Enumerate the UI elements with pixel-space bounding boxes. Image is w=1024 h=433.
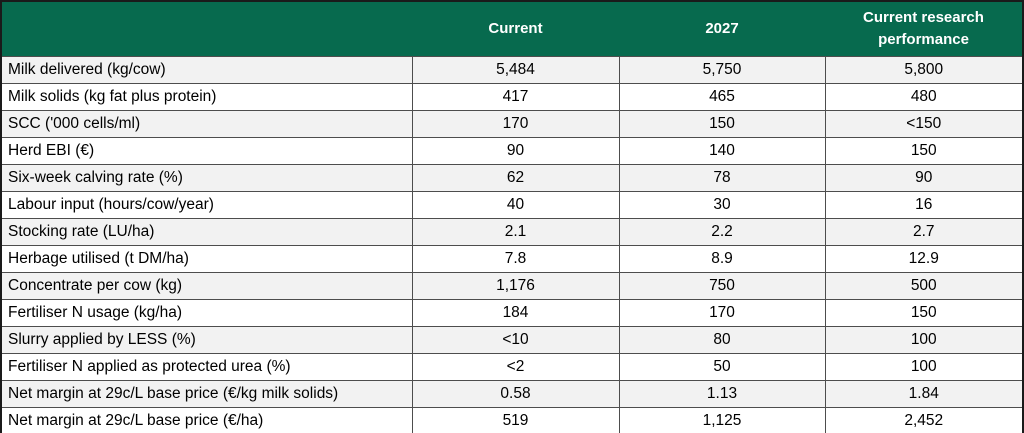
table-row: Net margin at 29c/L base price (€/ha) 519… [0, 407, 1024, 433]
value-cell: 417 [411, 83, 620, 111]
value-cell: 1.13 [618, 380, 826, 408]
value-cell: 40 [411, 191, 620, 219]
row-label-cell: Herbage utilised (t DM/ha) [0, 245, 413, 273]
value-cell: 184 [411, 299, 620, 327]
value-cell: 150 [824, 299, 1024, 327]
value-cell: 1.84 [824, 380, 1024, 408]
value-cell: 100 [824, 353, 1024, 381]
value-cell: 140 [618, 137, 826, 165]
value-cell: 2.1 [411, 218, 620, 246]
table-row: Fertiliser N usage (kg/ha) 184 170 150 [0, 299, 1024, 327]
table-header: Current 2027 Current research performance [1, 1, 1023, 57]
row-label-cell: Fertiliser N usage (kg/ha) [0, 299, 413, 327]
row-label-cell: Net margin at 29c/L base price (€/kg mil… [0, 380, 413, 408]
value-cell: 519 [411, 407, 620, 433]
value-cell: 5,484 [411, 56, 620, 84]
column-header: Current [412, 1, 619, 57]
value-cell: 78 [618, 164, 826, 192]
row-label-cell: Concentrate per cow (kg) [0, 272, 413, 300]
value-cell: 150 [618, 110, 826, 138]
column-header: 2027 [619, 1, 825, 57]
row-label-cell: Milk delivered (kg/cow) [0, 56, 413, 84]
table-body: Milk delivered (kg/cow) 5,484 5,750 5,800 Mi… [0, 56, 1024, 433]
value-cell: 750 [618, 272, 826, 300]
value-cell: 12.9 [824, 245, 1024, 273]
value-cell: 150 [824, 137, 1024, 165]
value-cell: <2 [411, 353, 620, 381]
value-cell: 2,452 [824, 407, 1024, 433]
value-cell: 90 [411, 137, 620, 165]
value-cell: 0.58 [411, 380, 620, 408]
value-cell: 2.7 [824, 218, 1024, 246]
table-row: Herbage utilised (t DM/ha) 7.8 8.9 12.9 [0, 245, 1024, 273]
row-label-cell: Stocking rate (LU/ha) [0, 218, 413, 246]
value-cell: 5,800 [824, 56, 1024, 84]
row-label-cell: Slurry applied by LESS (%) [0, 326, 413, 354]
value-cell: 1,125 [618, 407, 826, 433]
value-cell: 480 [824, 83, 1024, 111]
table-row: Net margin at 29c/L base price (€/kg mil… [0, 380, 1024, 408]
table-row: Fertiliser N applied as protected urea (… [0, 353, 1024, 381]
value-cell: 2.2 [618, 218, 826, 246]
value-cell: 465 [618, 83, 826, 111]
value-cell: 500 [824, 272, 1024, 300]
value-cell: 170 [411, 110, 620, 138]
row-label-cell: Six-week calving rate (%) [0, 164, 413, 192]
table-row: Six-week calving rate (%) 62 78 90 [0, 164, 1024, 192]
table-row: Labour input (hours/cow/year) 40 30 16 [0, 191, 1024, 219]
column-header: Current research performance [825, 1, 1023, 57]
row-label-cell: Labour input (hours/cow/year) [0, 191, 413, 219]
value-cell: 1,176 [411, 272, 620, 300]
row-label-cell: Herd EBI (€) [0, 137, 413, 165]
value-cell: 80 [618, 326, 826, 354]
corner-header-cell [1, 1, 412, 57]
table-row: Milk solids (kg fat plus protein) 417 465 4… [0, 83, 1024, 111]
value-cell: 16 [824, 191, 1024, 219]
table-row: Stocking rate (LU/ha) 2.1 2.2 2.7 [0, 218, 1024, 246]
value-cell: 170 [618, 299, 826, 327]
row-label-cell: SCC ('000 cells/ml) [0, 110, 413, 138]
value-cell: 62 [411, 164, 620, 192]
value-cell: 8.9 [618, 245, 826, 273]
value-cell: 50 [618, 353, 826, 381]
header-row: Current 2027 Current research performance [1, 1, 1023, 57]
value-cell: 30 [618, 191, 826, 219]
value-cell: 100 [824, 326, 1024, 354]
value-cell: 5,750 [618, 56, 826, 84]
table-row: Concentrate per cow (kg) 1,176 750 500 [0, 272, 1024, 300]
value-cell: 7.8 [411, 245, 620, 273]
row-label-cell: Net margin at 29c/L base price (€/ha) [0, 407, 413, 433]
value-cell: <150 [824, 110, 1024, 138]
table-row: Slurry applied by LESS (%) <10 80 100 [0, 326, 1024, 354]
table-row: Milk delivered (kg/cow) 5,484 5,750 5,800 [0, 56, 1024, 84]
value-cell: 90 [824, 164, 1024, 192]
value-cell: <10 [411, 326, 620, 354]
row-label-cell: Fertiliser N applied as protected urea (… [0, 353, 413, 381]
row-label-cell: Milk solids (kg fat plus protein) [0, 83, 413, 111]
table-row: SCC ('000 cells/ml) 170 150 <150 [0, 110, 1024, 138]
table-row: Herd EBI (€) 90 140 150 [0, 137, 1024, 165]
